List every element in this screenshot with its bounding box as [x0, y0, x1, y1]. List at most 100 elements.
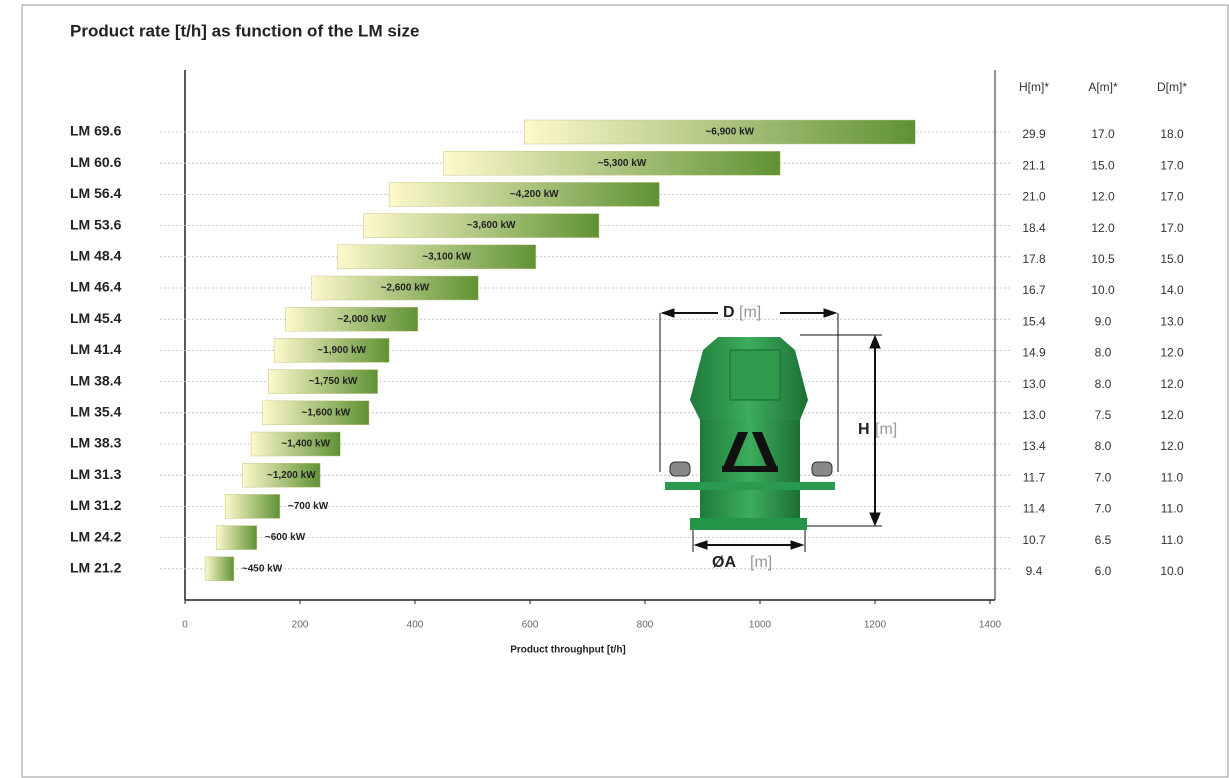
y-tick-label: LM 31.2 — [70, 497, 122, 513]
y-tick-label: LM 38.4 — [70, 372, 122, 388]
y-tick-label: LM 60.6 — [70, 154, 122, 170]
bar — [262, 400, 370, 426]
dim-unit: [m] — [875, 421, 897, 438]
x-tick-label: 200 — [292, 620, 309, 631]
bar-annotation: ~450 kW — [242, 563, 283, 574]
table-cell: 21.0 — [1022, 190, 1046, 204]
table-cell: 12.0 — [1160, 439, 1184, 453]
table-cell: 14.0 — [1160, 283, 1184, 297]
table-cell: 10.5 — [1091, 252, 1115, 266]
bar-annotation: ~2,000 kW — [337, 314, 386, 325]
bar — [311, 275, 479, 301]
bar — [363, 213, 600, 238]
frame — [21, 4, 1229, 778]
table-cell: 12.0 — [1160, 346, 1184, 360]
bar-annotation: ~2,600 kW — [381, 283, 430, 294]
table-cell: 11.0 — [1161, 533, 1184, 547]
table-cell: 7.0 — [1095, 502, 1112, 516]
bar — [443, 150, 781, 176]
table-cell: 18.4 — [1022, 221, 1046, 235]
table-cell: 15.0 — [1091, 158, 1115, 172]
y-tick-label: LM 41.4 — [70, 341, 122, 357]
table-cell: 11.4 — [1023, 502, 1046, 516]
dim-label: D — [723, 304, 735, 321]
table-header: A[m]* — [1088, 80, 1118, 94]
table-cell: 11.0 — [1161, 502, 1184, 516]
table-cell: 12.0 — [1091, 190, 1115, 204]
y-tick-label: LM 35.4 — [70, 404, 122, 420]
bar-annotation: ~1,900 kW — [317, 345, 366, 356]
table-cell: 17.0 — [1160, 221, 1184, 235]
y-tick-label: LM 24.2 — [70, 528, 122, 544]
x-tick-label: 800 — [637, 620, 654, 631]
table-cell: 8.0 — [1095, 346, 1112, 360]
dim-label: H — [858, 421, 870, 438]
x-tick-label: 1400 — [979, 620, 1002, 631]
y-tick-label: LM 53.6 — [70, 216, 122, 232]
table-cell: 10.0 — [1160, 564, 1184, 578]
x-tick-label: 1000 — [749, 620, 772, 631]
table-cell: 6.0 — [1095, 564, 1112, 578]
x-tick-label: 400 — [407, 620, 424, 631]
table-cell: 7.5 — [1095, 408, 1112, 422]
bar-annotation: ~3,100 kW — [422, 251, 471, 262]
bar — [268, 369, 378, 394]
table-cell: 21.1 — [1022, 158, 1046, 172]
bar — [225, 494, 281, 519]
table-cell: 9.4 — [1026, 564, 1043, 578]
y-tick-label: LM 56.4 — [70, 185, 122, 201]
y-tick-label: LM 48.4 — [70, 248, 122, 264]
y-tick-label: LM 31.3 — [70, 466, 122, 482]
table-cell: 14.9 — [1022, 346, 1046, 360]
table-cell: 16.7 — [1022, 283, 1046, 297]
chart-title: Product rate [t/h] as function of the LM… — [70, 21, 419, 40]
bar-annotation: ~6,900 kW — [705, 127, 754, 138]
table-cell: 11.7 — [1023, 470, 1046, 484]
table-cell: 13.0 — [1022, 408, 1046, 422]
bar — [337, 244, 536, 270]
table-cell: 13.4 — [1022, 439, 1046, 453]
bar — [250, 431, 341, 457]
table-cell: 10.0 — [1091, 283, 1115, 297]
dim-unit: [m] — [739, 304, 761, 321]
bar — [285, 306, 419, 332]
table-cell: 29.9 — [1022, 127, 1046, 141]
bar-annotation: ~1,400 kW — [281, 439, 330, 450]
y-tick-label: LM 21.2 — [70, 560, 122, 576]
table-cell: 17.0 — [1160, 158, 1184, 172]
bar-annotation: ~5,300 kW — [598, 158, 647, 169]
bar — [388, 182, 660, 207]
y-tick-label: LM 46.4 — [70, 279, 122, 295]
x-tick-label: 600 — [522, 620, 539, 631]
table-cell: 12.0 — [1160, 377, 1184, 391]
table-cell: 7.0 — [1095, 470, 1112, 484]
table-header: H[m]* — [1019, 80, 1049, 94]
dim-unit: [m] — [750, 554, 772, 571]
table-cell: 17.0 — [1160, 190, 1184, 204]
bar-annotation: ~1,200 kW — [267, 470, 316, 481]
x-tick-label: 0 — [182, 620, 188, 631]
table-cell: 15.0 — [1160, 252, 1184, 266]
table-cell: 17.0 — [1091, 127, 1115, 141]
table-cell: 17.8 — [1022, 252, 1046, 266]
bar-annotation: ~700 kW — [288, 501, 329, 512]
x-axis-label: Product throughput [t/h] — [510, 645, 626, 656]
table-cell: 10.7 — [1022, 533, 1046, 547]
y-tick-label: LM 45.4 — [70, 310, 122, 326]
bar — [216, 525, 258, 550]
bar — [242, 462, 321, 488]
dim-label: ØA — [712, 554, 736, 571]
bar-annotation: ~1,600 kW — [301, 407, 350, 418]
table-cell: 11.0 — [1161, 470, 1184, 484]
table-cell: 13.0 — [1160, 314, 1184, 328]
table-cell: 8.0 — [1095, 377, 1112, 391]
table-header: D[m]* — [1157, 80, 1187, 94]
bar-annotation: ~3,600 kW — [467, 220, 516, 231]
bar — [524, 119, 916, 145]
table-cell: 12.0 — [1091, 221, 1115, 235]
bar — [204, 556, 235, 582]
table-cell: 12.0 — [1160, 408, 1184, 422]
bar-annotation: ~600 kW — [265, 532, 306, 543]
y-tick-label: LM 69.6 — [70, 123, 122, 139]
plot — [160, 70, 1010, 601]
